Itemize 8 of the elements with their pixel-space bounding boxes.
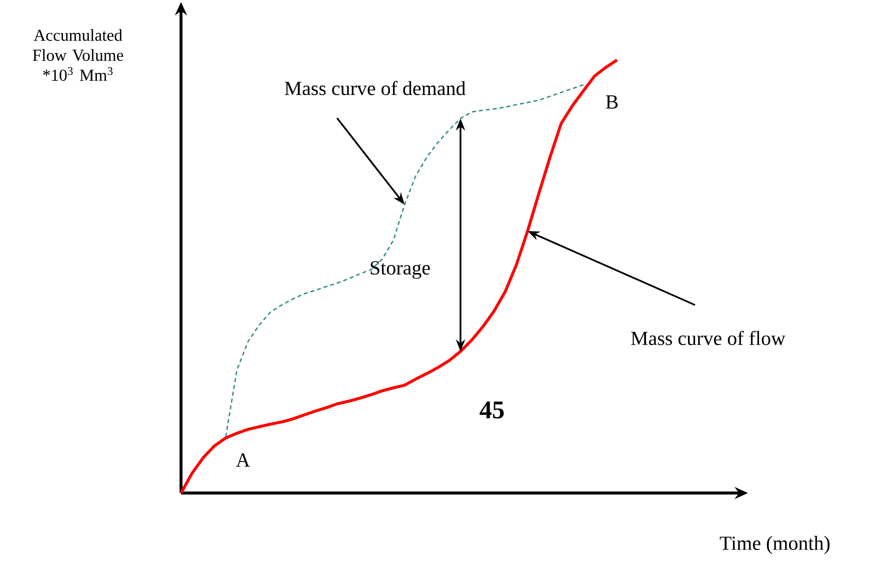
annotation: Mass curve of demand bbox=[284, 80, 466, 96]
annotation: 45 bbox=[480, 402, 504, 418]
y-axis-title: Accumulated Flow Volume *10$^{3}$ Mm$^{3}$ bbox=[32, 29, 124, 81]
annotation: A bbox=[236, 453, 250, 467]
text: Mass curve of flow bbox=[631, 330, 786, 346]
annotation: Storage bbox=[370, 261, 430, 279]
annotation: B bbox=[606, 95, 618, 109]
text: Time (month) bbox=[720, 536, 830, 554]
